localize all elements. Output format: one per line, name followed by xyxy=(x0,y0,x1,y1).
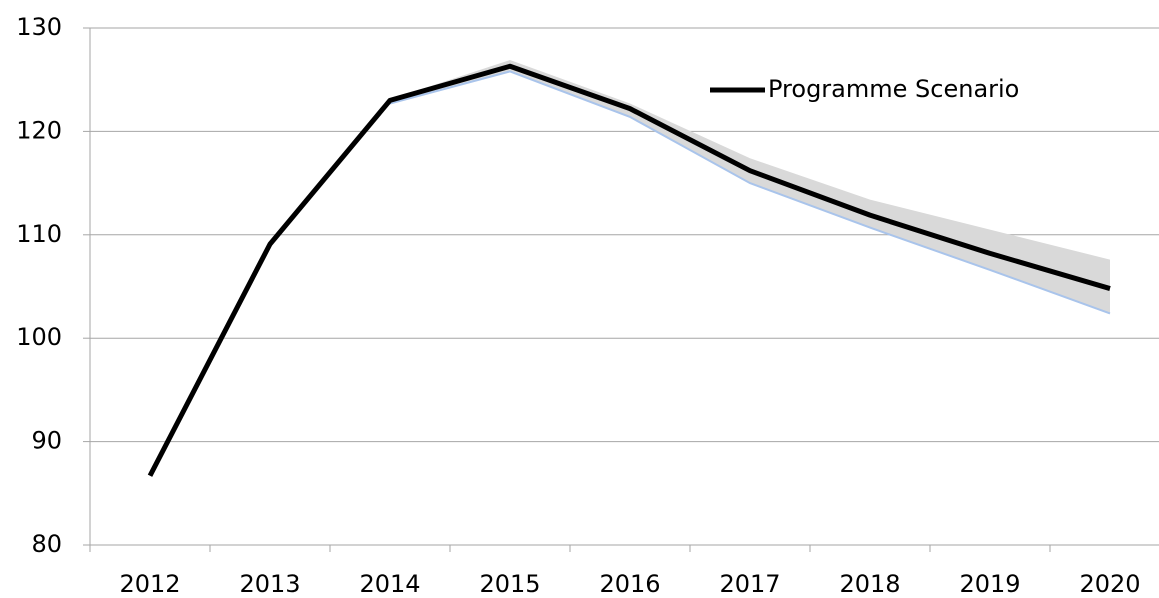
x-tick-label: 2014 xyxy=(359,570,420,598)
y-tick-label: 100 xyxy=(16,323,62,351)
band-lower-edge xyxy=(389,70,1111,315)
x-tick-label: 2016 xyxy=(599,570,660,598)
x-tick-label: 2013 xyxy=(239,570,300,598)
x-tick-label: 2015 xyxy=(479,570,540,598)
y-tick-label: 90 xyxy=(31,427,62,455)
series-line xyxy=(147,63,1111,477)
y-tick-label: 130 xyxy=(16,13,62,41)
x-tick-label: 2017 xyxy=(719,570,780,598)
x-tick-label: 2018 xyxy=(839,570,900,598)
y-tick-label: 110 xyxy=(16,220,62,248)
y-tick-label: 80 xyxy=(31,530,62,558)
legend-label: Programme Scenario xyxy=(768,75,1019,103)
y-tick-label: 120 xyxy=(16,116,62,144)
x-tick-label: 2019 xyxy=(959,570,1020,598)
x-tick-label: 2020 xyxy=(1079,570,1140,598)
x-tick-label: 2012 xyxy=(119,570,180,598)
